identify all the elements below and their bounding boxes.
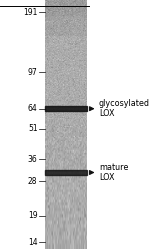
Text: 36: 36 (28, 155, 38, 164)
Text: 14: 14 (28, 238, 38, 247)
Text: 28: 28 (28, 177, 38, 186)
Text: glycosylated
LOX: glycosylated LOX (99, 99, 150, 118)
Text: 97: 97 (28, 67, 38, 77)
Text: 191: 191 (23, 8, 38, 17)
Text: kDa: kDa (21, 0, 38, 2)
Bar (45, 106, 87, 111)
Text: mature
LOX: mature LOX (99, 163, 128, 182)
Text: 64: 64 (28, 104, 38, 113)
Bar (45, 170, 87, 175)
Text: 51: 51 (28, 124, 38, 133)
Text: 19: 19 (28, 211, 38, 220)
